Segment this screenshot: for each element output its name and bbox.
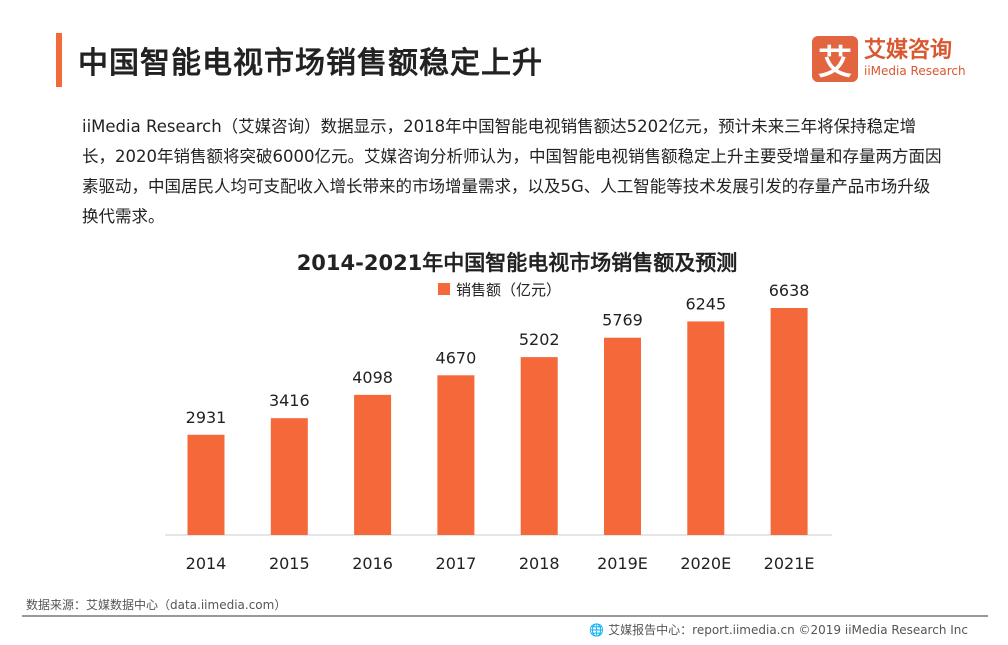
data-label-2021E: 6638 bbox=[769, 281, 810, 300]
x-tick-label-2015: 2015 bbox=[269, 554, 310, 573]
x-tick-label-2020E: 2020E bbox=[680, 554, 731, 573]
data-label-2016: 4098 bbox=[352, 368, 393, 387]
page-title: 中国智能电视市场销售额稳定上升 bbox=[78, 46, 543, 81]
data-label-2014: 2931 bbox=[186, 408, 227, 427]
globe-icon: 🌐 bbox=[589, 623, 605, 637]
bar-2016 bbox=[354, 394, 392, 535]
data-source: 数据来源：艾媒数据中心（data.iimedia.com） bbox=[26, 598, 287, 612]
divider bbox=[22, 615, 988, 617]
bar-2019E bbox=[604, 337, 641, 535]
legend-swatch bbox=[438, 283, 450, 295]
x-tick-label-2017: 2017 bbox=[436, 554, 477, 573]
footer-text: 艾媒报告中心：report.iimedia.cn ©2019 iiMedia R… bbox=[608, 623, 968, 637]
bar-2014 bbox=[187, 434, 225, 535]
data-label-2018: 5202 bbox=[519, 330, 560, 349]
x-tick-label-2019E: 2019E bbox=[597, 554, 648, 573]
logo-en: iiMedia Research bbox=[864, 64, 966, 78]
legend-label: 销售额（亿元） bbox=[456, 281, 561, 299]
bar-2021E bbox=[770, 308, 808, 535]
x-tick-label-2018: 2018 bbox=[519, 554, 560, 573]
data-label-2017: 4670 bbox=[436, 348, 477, 367]
bar-2018 bbox=[520, 357, 558, 535]
title-accent-bar bbox=[56, 33, 62, 87]
data-label-2020E: 6245 bbox=[685, 294, 726, 313]
logo-mark: 艾 bbox=[812, 36, 858, 83]
x-tick-label-2014: 2014 bbox=[186, 554, 227, 573]
x-tick-label-2016: 2016 bbox=[352, 554, 393, 573]
bar-2020E bbox=[687, 321, 725, 535]
bar-2015 bbox=[270, 418, 308, 535]
x-tick-label-2021E: 2021E bbox=[764, 554, 815, 573]
description: iiMedia Research（艾媒咨询）数据显示，2018年中国智能电视销售… bbox=[82, 117, 942, 226]
bar-2017 bbox=[437, 375, 475, 535]
chart-title: 2014-2021年中国智能电视市场销售额及预测 bbox=[297, 251, 738, 275]
footer: 🌐 艾媒报告中心：report.iimedia.cn ©2019 iiMedia… bbox=[589, 621, 968, 638]
data-label-2015: 3416 bbox=[269, 391, 310, 410]
logo-cn: 艾媒咨询 bbox=[864, 38, 953, 63]
logo: 艾 艾媒咨询 iiMedia Research bbox=[812, 36, 966, 83]
data-label-2019E: 5769 bbox=[602, 311, 643, 330]
